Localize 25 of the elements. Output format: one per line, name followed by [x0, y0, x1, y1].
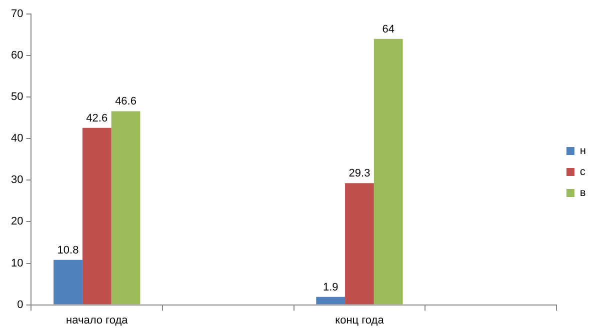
bar [111, 111, 140, 304]
bar [54, 260, 82, 304]
y-tick-label: 70 [10, 8, 24, 20]
y-tick-label: 0 [17, 298, 24, 311]
x-tick-label: начало года [66, 314, 129, 326]
y-tick-label: 50 [10, 91, 24, 104]
legend-label: н [580, 145, 586, 158]
data-label: 46.6 [115, 96, 136, 108]
data-label: 64 [382, 23, 394, 36]
y-tick-label: 10 [10, 257, 24, 270]
bar [82, 128, 112, 304]
y-tick-label: 60 [10, 50, 24, 62]
legend-label: в [580, 187, 586, 200]
bar [374, 38, 403, 304]
data-label: 29.3 [348, 168, 370, 180]
x-tick-label: конц года [335, 314, 385, 326]
y-tick-label: 40 [10, 132, 24, 145]
y-tick-label: 20 [10, 216, 24, 228]
bar [345, 183, 374, 304]
bar [316, 296, 346, 304]
data-label: 1.9 [322, 281, 338, 294]
data-label: 42.6 [86, 112, 108, 124]
data-label: 10.8 [57, 244, 79, 256]
y-tick-label: 30 [10, 174, 24, 186]
legend-label: с [580, 166, 586, 178]
